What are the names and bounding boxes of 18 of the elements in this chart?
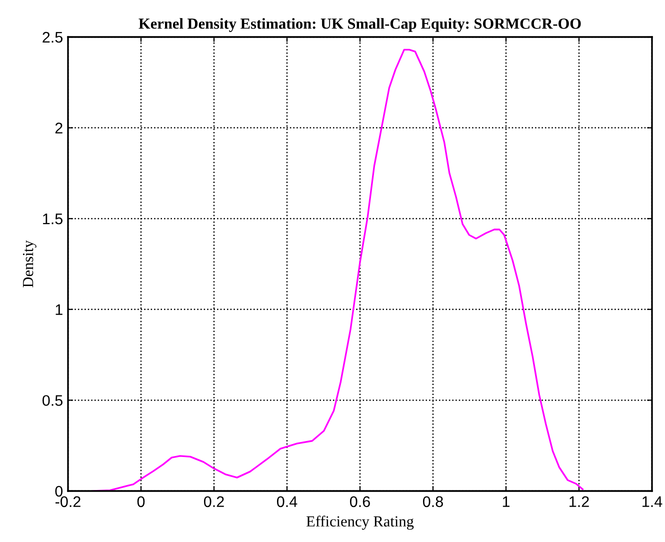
y-tick-label: 2.5 [42, 32, 62, 43]
x-tick-label: 1 [502, 496, 510, 507]
x-tick-label: 0 [137, 496, 145, 508]
chart-title: Kernel Density Estimation: UK Small-Cap Equity: SORMCCR-OO [138, 18, 581, 32]
y-axis-title: Density [22, 240, 36, 288]
x-tick-label: 0.6 [350, 496, 370, 508]
x-tick-label: 0.4 [276, 496, 298, 508]
y-tick-label: 1.5 [43, 214, 62, 224]
x-axis-title: Efficiency Rating [306, 516, 414, 530]
x-tick-label: -0.2 [56, 496, 80, 508]
y-tick-label: 1 [56, 304, 62, 315]
x-tick-label: 1.2 [570, 496, 589, 507]
x-tick-label: 0.2 [204, 496, 224, 508]
y-tick-label: 0.5 [42, 395, 62, 406]
y-tick-label: 2 [55, 122, 62, 134]
x-tick-label: 1.4 [642, 496, 662, 507]
x-tick-label: 0.8 [422, 496, 443, 508]
y-tick-label: 0 [55, 486, 63, 497]
